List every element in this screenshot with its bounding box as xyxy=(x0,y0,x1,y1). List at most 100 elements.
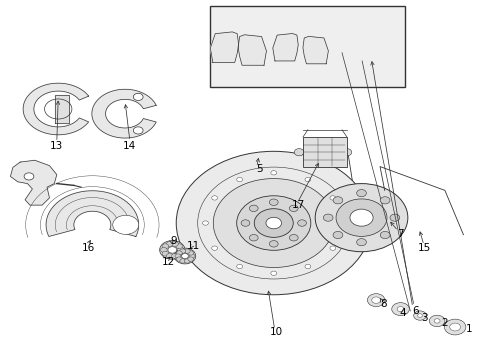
Polygon shape xyxy=(46,191,139,237)
Circle shape xyxy=(389,214,399,221)
Text: 1: 1 xyxy=(465,324,471,334)
Text: 4: 4 xyxy=(399,308,406,318)
Polygon shape xyxy=(210,32,238,62)
Circle shape xyxy=(241,220,249,226)
Circle shape xyxy=(175,254,181,258)
Polygon shape xyxy=(55,95,69,123)
Circle shape xyxy=(269,199,278,206)
Circle shape xyxy=(356,239,366,246)
Circle shape xyxy=(166,242,173,246)
Circle shape xyxy=(349,209,372,226)
Text: 16: 16 xyxy=(81,243,95,253)
Text: 15: 15 xyxy=(417,243,430,253)
Polygon shape xyxy=(23,83,88,135)
Circle shape xyxy=(236,177,242,182)
Circle shape xyxy=(133,127,143,134)
Circle shape xyxy=(380,231,389,239)
Circle shape xyxy=(181,253,188,258)
Circle shape xyxy=(236,264,242,269)
Text: 14: 14 xyxy=(123,141,136,151)
Circle shape xyxy=(184,259,190,263)
Text: 2: 2 xyxy=(440,319,447,328)
Text: 13: 13 xyxy=(50,141,63,151)
Circle shape xyxy=(449,323,460,331)
Circle shape xyxy=(24,173,34,180)
Polygon shape xyxy=(92,89,156,138)
Circle shape xyxy=(184,249,190,253)
Circle shape xyxy=(380,197,389,204)
Text: 8: 8 xyxy=(379,299,386,309)
Bar xyxy=(210,6,405,87)
Circle shape xyxy=(270,171,276,175)
Circle shape xyxy=(444,319,465,335)
Circle shape xyxy=(159,240,184,259)
Circle shape xyxy=(305,264,310,269)
Circle shape xyxy=(180,249,185,253)
Circle shape xyxy=(211,246,217,250)
Circle shape xyxy=(176,151,370,295)
Circle shape xyxy=(211,196,217,200)
Polygon shape xyxy=(302,36,328,64)
Circle shape xyxy=(167,247,176,253)
Circle shape xyxy=(249,234,258,241)
Text: 7: 7 xyxy=(396,229,403,239)
Circle shape xyxy=(176,251,182,256)
Text: 3: 3 xyxy=(421,313,427,323)
Circle shape xyxy=(428,315,444,327)
Text: 10: 10 xyxy=(269,327,282,337)
Circle shape xyxy=(133,93,143,100)
Circle shape xyxy=(396,307,403,312)
Circle shape xyxy=(332,231,342,239)
Circle shape xyxy=(323,214,332,221)
Polygon shape xyxy=(238,35,266,65)
Circle shape xyxy=(160,247,167,252)
Circle shape xyxy=(249,205,258,212)
Text: 6: 6 xyxy=(411,306,418,316)
Polygon shape xyxy=(10,160,57,205)
Circle shape xyxy=(413,311,426,320)
Circle shape xyxy=(176,251,182,255)
Circle shape xyxy=(433,319,439,323)
Circle shape xyxy=(180,259,185,263)
Circle shape xyxy=(254,209,293,237)
Circle shape xyxy=(417,314,422,318)
Circle shape xyxy=(338,221,344,225)
Circle shape xyxy=(202,221,208,225)
Circle shape xyxy=(366,294,384,307)
Circle shape xyxy=(297,220,306,226)
Text: 9: 9 xyxy=(170,236,177,246)
Circle shape xyxy=(176,244,182,249)
Circle shape xyxy=(305,177,310,182)
Circle shape xyxy=(289,205,298,212)
Circle shape xyxy=(391,303,408,316)
Circle shape xyxy=(332,197,342,204)
Circle shape xyxy=(269,240,278,247)
Circle shape xyxy=(213,179,333,267)
Circle shape xyxy=(162,244,168,249)
Bar xyxy=(303,137,346,167)
Circle shape xyxy=(177,247,184,252)
Circle shape xyxy=(341,149,351,156)
Circle shape xyxy=(329,196,335,200)
Circle shape xyxy=(162,251,168,256)
Text: 11: 11 xyxy=(186,241,200,251)
Circle shape xyxy=(270,271,276,275)
Circle shape xyxy=(187,257,193,261)
Circle shape xyxy=(187,251,193,255)
Circle shape xyxy=(356,189,366,197)
Circle shape xyxy=(289,234,298,241)
Circle shape xyxy=(335,199,386,237)
Text: 12: 12 xyxy=(162,257,175,267)
Text: 17: 17 xyxy=(291,200,304,210)
Circle shape xyxy=(329,246,335,250)
Circle shape xyxy=(294,149,304,156)
Circle shape xyxy=(265,217,281,229)
Circle shape xyxy=(236,196,310,250)
Circle shape xyxy=(174,248,195,264)
Circle shape xyxy=(113,215,139,234)
Circle shape xyxy=(171,253,178,258)
Circle shape xyxy=(176,257,182,261)
Text: 5: 5 xyxy=(255,164,262,174)
Circle shape xyxy=(315,184,407,252)
Circle shape xyxy=(171,242,178,246)
